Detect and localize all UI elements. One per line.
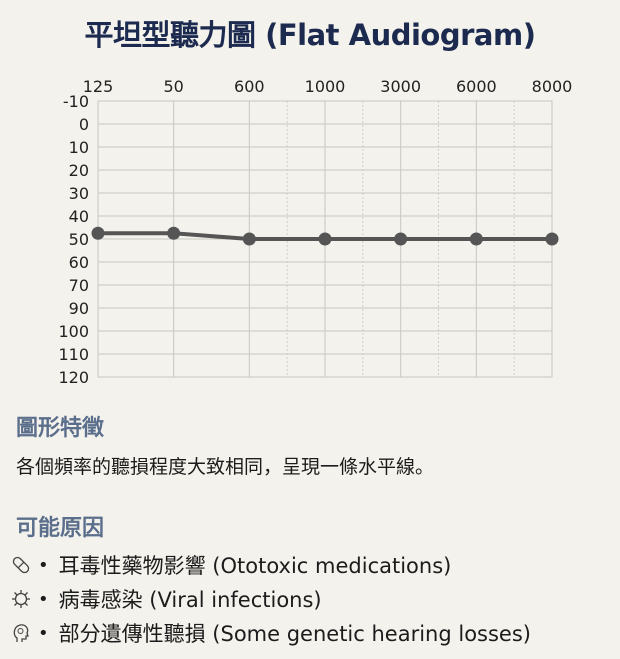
features-heading: 圖形特徵 [16,416,105,441]
causes-heading: 可能原因 [16,516,105,541]
y-tick-label: 60 [69,253,89,272]
data-point [91,226,105,240]
y-tick-label: 20 [69,161,89,180]
x-tick-label: 600 [234,77,265,96]
cause-item: • 病毒感染 (Viral infections) [10,582,531,616]
cause-item: • 部分遺傳性聽損 (Some genetic hearing losses) [10,616,531,650]
y-tick-labels: -10 0 10 20 30 40 50 60 70 90 100 110 120 [58,92,89,387]
y-tick-label: 110 [58,345,89,364]
y-tick-label: 100 [58,322,89,341]
x-tick-labels: 125 50 600 1000 3000 6000 8000 [83,77,573,96]
virus-icon [10,588,32,610]
features-text: 各個頻率的聽損程度大致相同，呈現一條水平線。 [16,456,435,478]
y-tick-label: 30 [69,184,89,203]
y-tick-label: 10 [69,138,89,157]
data-point [167,226,181,240]
data-point [318,232,332,246]
data-point [394,232,408,246]
x-tick-label: 3000 [380,77,421,96]
data-point [469,232,483,246]
x-tick-label: 8000 [532,77,573,96]
y-tick-label: 40 [69,207,89,226]
x-tick-label: 6000 [456,77,497,96]
data-point [242,232,256,246]
cause-label: 耳毒性藥物影響 (Ototoxic medications) [58,554,452,578]
y-tick-label: 120 [58,368,89,387]
cause-label: 部分遺傳性聽損 (Some genetic hearing losses) [58,622,531,646]
page-title: 平坦型聽力圖 (Flat Audiogram) [84,18,536,52]
x-tick-label: 125 [83,77,114,96]
data-point [545,232,559,246]
cause-item: • 耳毒性藥物影響 (Ototoxic medications) [10,548,531,582]
pill-icon [10,554,32,576]
y-tick-label: -10 [63,92,89,111]
bullet: • [38,588,49,610]
y-tick-label: 50 [69,230,89,249]
bullet: • [38,554,49,576]
y-tick-label: 70 [69,276,89,295]
bullet: • [38,622,49,644]
audiogram-chart: 125 50 600 1000 3000 6000 8000 -10 0 10 20 30 40 50 6… [58,77,573,387]
y-tick-label: 90 [69,299,89,318]
y-tick-label: 0 [79,115,89,134]
cause-label: 病毒感染 (Viral infections) [58,588,322,612]
x-tick-label: 1000 [305,77,346,96]
series [91,226,559,246]
head-dna-icon [10,622,32,644]
causes-list: • 耳毒性藥物影響 (Ototoxic medications) • 病毒感染 … [10,548,531,650]
x-tick-label: 50 [163,77,183,96]
